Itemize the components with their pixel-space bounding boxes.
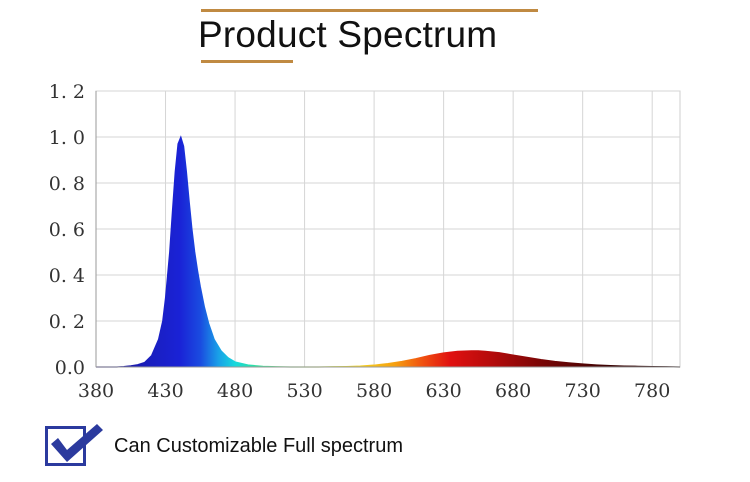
y-tick-label: 0. 2 [49, 311, 85, 333]
y-tick-label: 0. 4 [49, 265, 85, 287]
x-tick-label: 380 [78, 380, 114, 402]
x-tick-label: 480 [217, 380, 253, 402]
x-tick-label: 680 [495, 380, 531, 402]
tick-labels: 380 430 480 530 580 630 680 730 780 0.0 0. 2 0. 4 0.… [49, 81, 671, 402]
checkbox-checked-icon [45, 424, 103, 466]
y-tick-label: 0. 6 [49, 219, 85, 241]
y-tick-label: 1. 0 [49, 127, 85, 149]
y-tick-label: 0.0 [55, 357, 85, 379]
y-tick-label: 0. 8 [49, 173, 85, 195]
title-block: Product Spectrum [0, 0, 750, 70]
page-title: Product Spectrum [198, 14, 498, 55]
x-tick-label: 780 [634, 380, 670, 402]
title-bottom-rule [201, 60, 293, 63]
title-top-rule [201, 9, 538, 12]
x-tick-label: 580 [356, 380, 392, 402]
x-tick-label: 630 [425, 380, 461, 402]
x-tick-label: 530 [286, 380, 322, 402]
y-tick-label: 1. 2 [49, 81, 85, 103]
x-tick-label: 730 [565, 380, 601, 402]
footer-text: Can Customizable Full spectrum [114, 435, 403, 457]
chart-axes [95, 91, 680, 368]
x-tick-label: 430 [147, 380, 183, 402]
